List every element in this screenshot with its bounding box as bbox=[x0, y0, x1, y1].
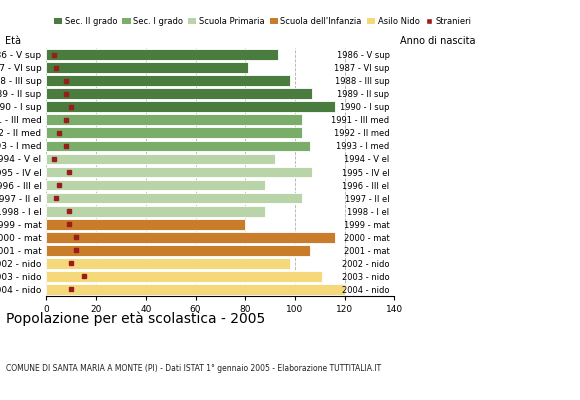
Text: Età: Età bbox=[5, 36, 21, 46]
Bar bbox=[46, 128, 302, 138]
Text: COMUNE DI SANTA MARIA A MONTE (PI) - Dati ISTAT 1° gennaio 2005 - Elaborazione T: COMUNE DI SANTA MARIA A MONTE (PI) - Dat… bbox=[6, 364, 381, 373]
Bar bbox=[46, 271, 322, 282]
Bar bbox=[46, 167, 313, 177]
Bar bbox=[46, 154, 275, 164]
Text: Popolazione per età scolastica - 2005: Popolazione per età scolastica - 2005 bbox=[6, 312, 265, 326]
Bar bbox=[46, 245, 310, 256]
Bar bbox=[46, 193, 302, 204]
Bar bbox=[46, 75, 290, 86]
Legend: Sec. II grado, Sec. I grado, Scuola Primaria, Scuola dell'Infanzia, Asilo Nido, : Sec. II grado, Sec. I grado, Scuola Prim… bbox=[50, 13, 474, 29]
Bar bbox=[46, 232, 335, 243]
Bar bbox=[46, 114, 302, 125]
Bar bbox=[46, 62, 248, 73]
Text: Anno di nascita: Anno di nascita bbox=[400, 36, 476, 46]
Bar bbox=[46, 258, 290, 269]
Bar bbox=[46, 206, 265, 216]
Bar bbox=[46, 101, 335, 112]
Bar bbox=[46, 140, 310, 151]
Bar bbox=[46, 284, 345, 295]
Bar bbox=[46, 49, 278, 60]
Bar bbox=[46, 88, 313, 99]
Bar bbox=[46, 219, 245, 230]
Bar bbox=[46, 180, 265, 190]
